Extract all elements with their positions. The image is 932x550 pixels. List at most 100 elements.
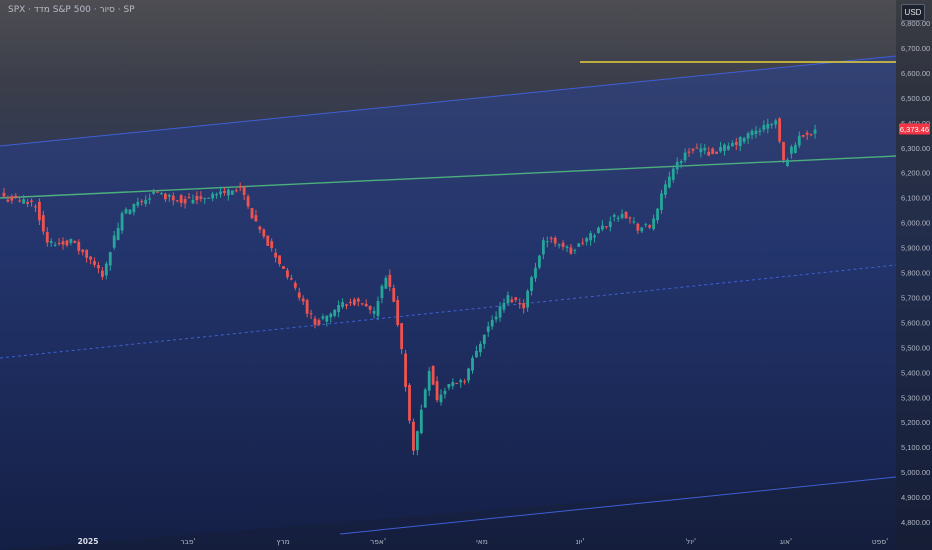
- candle-body: [561, 242, 565, 247]
- candle-body: [262, 229, 266, 237]
- candle-body: [223, 190, 226, 193]
- price-tick-label: 6,600.00: [901, 69, 930, 78]
- candle-body: [22, 199, 26, 204]
- candle-body: [699, 148, 703, 153]
- candle-body: [707, 151, 711, 156]
- candle-body: [38, 201, 41, 221]
- candle-body: [427, 370, 431, 391]
- candle-body: [364, 303, 368, 307]
- time-tick-label: ספט': [872, 537, 888, 546]
- candle-body: [309, 313, 313, 315]
- candle-body: [341, 302, 344, 307]
- candle-body: [467, 368, 470, 381]
- candle-body: [57, 242, 61, 244]
- last-price-label: 6,373.46: [900, 125, 929, 134]
- candle-body: [475, 350, 478, 358]
- candle-body: [608, 221, 612, 227]
- candle-body: [219, 191, 222, 195]
- candle-body: [89, 256, 92, 260]
- candle-body: [628, 217, 632, 219]
- candle-body: [61, 241, 65, 245]
- candle-body: [18, 200, 22, 202]
- price-tick-label: 5,100.00: [901, 443, 930, 452]
- candle-body: [494, 316, 498, 320]
- candle-body: [226, 189, 230, 196]
- time-tick-label: אפר': [370, 537, 386, 546]
- candle-body: [742, 138, 746, 142]
- candle-body: [636, 223, 640, 231]
- candle-body: [345, 304, 348, 306]
- candle-body: [727, 145, 730, 150]
- price-tick-label: 4,900.00: [901, 493, 930, 502]
- price-tick-label: 6,800.00: [901, 19, 930, 28]
- candle-body: [502, 302, 506, 310]
- candle-body: [541, 240, 545, 255]
- candle-body: [604, 226, 608, 228]
- candle-body: [750, 130, 754, 136]
- candle-body: [321, 316, 325, 319]
- candle-body: [69, 238, 73, 243]
- candle-body: [152, 191, 155, 194]
- candle-body: [337, 305, 341, 313]
- candle-body: [392, 288, 396, 302]
- candle-body: [41, 215, 45, 232]
- last-price-box: [899, 123, 930, 135]
- candle-body: [577, 243, 581, 247]
- candle-body: [809, 134, 813, 136]
- time-tick-label: יונ': [576, 537, 585, 546]
- price-tick-label: 6,100.00: [901, 194, 930, 203]
- candle-body: [352, 299, 356, 305]
- candle-body: [34, 206, 37, 208]
- price-tick-label: 5,700.00: [901, 293, 930, 302]
- candle-body: [372, 310, 376, 314]
- candle-body: [431, 365, 435, 385]
- candle-body: [715, 151, 719, 154]
- candle-body: [805, 132, 809, 135]
- candle-body: [573, 249, 577, 251]
- candle-body: [711, 148, 715, 154]
- candle-body: [258, 226, 262, 230]
- candle-body: [514, 297, 518, 300]
- candle-body: [644, 224, 648, 226]
- candle-body: [498, 306, 502, 318]
- candle-body: [333, 309, 337, 316]
- candle-body: [569, 247, 573, 254]
- candle-body: [589, 233, 593, 241]
- candle-body: [128, 209, 132, 214]
- candle-body: [396, 300, 400, 326]
- candle-body: [108, 252, 112, 266]
- currency-button[interactable]: USD: [901, 4, 925, 21]
- candle-body: [459, 380, 463, 383]
- candle-body: [478, 344, 482, 353]
- price-axis: 4,800.00 4,900.00 5,000.00 5,100.00 5,200.00…: [901, 19, 930, 527]
- last-price-marker: 6,373.46: [899, 123, 930, 135]
- candle-body: [77, 241, 81, 251]
- candle-body: [597, 227, 600, 233]
- candle-body: [486, 326, 490, 332]
- candle-body: [376, 301, 380, 317]
- candle-body: [482, 334, 486, 344]
- candle-body: [471, 357, 474, 371]
- candle-body: [601, 225, 604, 230]
- candle-body: [671, 168, 675, 180]
- candle-body: [211, 193, 215, 199]
- candle-body: [770, 124, 774, 126]
- price-tick-label: 6,500.00: [901, 94, 930, 103]
- candle-body: [93, 261, 96, 265]
- price-tick-label: 4,800.00: [901, 518, 930, 527]
- candle-body: [160, 193, 163, 195]
- candle-body: [266, 235, 270, 246]
- candle-body: [734, 141, 738, 145]
- candle-body: [593, 235, 596, 238]
- candle-body: [778, 118, 781, 142]
- candle-body: [254, 215, 258, 222]
- candle-body: [518, 303, 522, 305]
- candle-body: [163, 193, 167, 200]
- candle-body: [530, 277, 533, 291]
- candle-body: [703, 147, 707, 151]
- candle-body: [585, 238, 589, 242]
- price-tick-label: 5,600.00: [901, 318, 930, 327]
- candle-body: [801, 135, 805, 137]
- candle-body: [388, 274, 392, 287]
